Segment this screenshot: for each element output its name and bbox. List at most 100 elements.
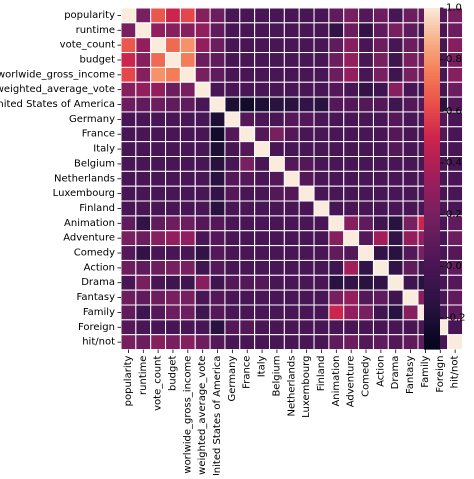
heatmap-cell-19-11 [283,289,300,306]
heatmap-cell-20-3 [165,304,181,321]
colorbar-segment [424,289,440,293]
heatmap-cell-21-1 [135,319,152,336]
heatmap-cell-16-12 [298,245,315,261]
col-label-3: budget [167,355,178,391]
heatmap-cell-19-1 [135,289,152,306]
heatmap-cell-9-17 [372,141,389,157]
heatmap-cell-13-19 [402,200,419,217]
col-label-2: vote_count [153,355,164,410]
heatmap-cell-3-10 [269,52,285,68]
heatmap-cell-11-1 [135,170,152,187]
row-label-15: Adventure [63,233,115,244]
heatmap-cell-4-15 [343,66,360,83]
col-label-11: Netherlands [286,356,297,417]
heatmap-cell-4-22 [447,66,464,83]
heatmap-cell-16-1 [135,245,152,261]
colorbar-segment [424,67,440,72]
heatmap-cell-13-0 [120,200,137,217]
heatmap-cell-0-14 [328,7,345,24]
heatmap-cell-13-2 [150,200,167,217]
heatmap-cell-9-2 [150,141,167,157]
heatmap-cell-4-11 [283,66,300,83]
heatmap-cell-18-19 [402,274,419,291]
heatmap-cell-4-18 [387,66,404,83]
colorbar-segment [424,223,440,228]
heatmap-cell-10-5 [194,156,211,172]
heatmap-cell-17-9 [254,259,270,276]
heatmap-cell-5-0 [120,81,137,98]
heatmap-cell-13-3 [165,200,181,217]
row-label-21: Foreign [78,322,115,333]
heatmap-cell-20-4 [179,304,196,321]
heatmap-cell-2-8 [239,37,256,54]
heatmap-cell-5-16 [358,81,374,98]
col-label-13: Finland [316,356,327,392]
colorbar-segment [424,275,440,279]
heatmap-cell-15-5 [194,230,211,247]
colorbar-segment [424,340,440,344]
heatmap-cell-14-8 [239,215,256,232]
heatmap-cell-19-2 [150,289,167,306]
colorbar-segment [424,295,440,299]
row-label-4: worlwide_gross_income [0,69,115,80]
colorbar-segment [424,312,440,316]
colorbar-segment [424,221,440,225]
heatmap-cell-11-13 [313,170,330,187]
heatmap-cell-22-15 [343,334,360,351]
heatmap-cell-11-8 [239,170,256,187]
row-label-6: United States of America [0,99,115,110]
heatmap-cell-9-5 [194,141,211,157]
heatmap-cell-4-17 [372,66,389,83]
col-label-8: France [242,356,253,389]
colorbar-segment [424,90,440,94]
heatmap-cell-22-7 [224,334,241,351]
heatmap-cell-21-5 [194,319,211,336]
heatmap-cell-3-2 [150,52,167,68]
heatmap-cell-1-19 [402,22,419,39]
heatmap-cell-2-16 [358,37,374,54]
heatmap-cell-12-12 [298,185,315,202]
heatmap-cell-13-7 [224,200,241,217]
heatmap-cell-5-7 [224,81,241,98]
heatmap-cell-13-5 [194,200,211,217]
heatmap-cell-7-0 [120,111,137,128]
heatmap-cell-0-10 [269,7,285,24]
row-label-17: Action [84,262,115,273]
heatmap-cell-18-12 [298,274,315,291]
heatmap-cell-8-9 [254,126,270,143]
heatmap-cell-9-8 [239,141,256,157]
heatmap-cell-10-10 [269,156,285,172]
heatmap-cell-20-1 [135,304,152,321]
heatmap-cell-22-12 [298,334,315,351]
heatmap-cell-13-6 [209,200,226,217]
heatmap-cell-2-13 [313,37,330,54]
heatmap-cell-8-15 [343,126,360,143]
heatmap-cell-9-22 [447,141,464,157]
heatmap-cell-5-18 [387,81,404,98]
heatmap-cell-1-2 [150,22,167,39]
colorbar-segment [424,189,440,194]
heatmap-cell-19-15 [343,289,360,306]
heatmap-cell-6-9 [254,96,270,113]
heatmap-cell-16-8 [239,245,256,261]
heatmap-cell-10-3 [165,156,181,172]
colorbar-segment [424,70,440,74]
heatmap-cell-20-12 [298,304,315,321]
heatmap-cell-20-19 [402,304,419,321]
heatmap-cell-22-17 [372,334,389,351]
heatmap-cell-15-16 [358,230,374,247]
heatmap-cell-7-9 [254,111,270,128]
colorbar-segment [424,252,440,256]
colorbar-segment [424,16,440,20]
heatmap-cell-4-6 [209,66,226,83]
col-label-1: runtime [138,356,149,395]
heatmap-cell-6-1 [135,96,152,113]
colorbar-segment [424,215,440,219]
heatmap-cell-17-16 [358,259,374,276]
heatmap-cell-9-7 [224,141,241,157]
colorbar-segment [424,161,440,165]
colorbar-segment [424,192,440,197]
heatmap-cell-20-0 [120,304,137,321]
colorbar-segment [424,243,440,248]
